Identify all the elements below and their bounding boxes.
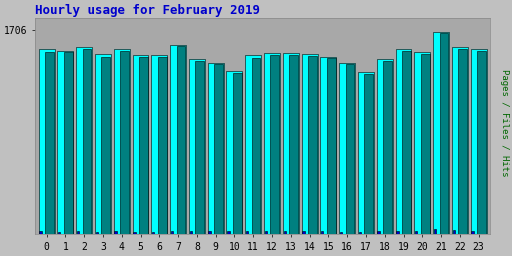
Bar [302, 231, 305, 234]
Bar [233, 73, 242, 234]
Text: Pages / Files / Hits: Pages / Files / Hits [500, 69, 509, 177]
Bar [395, 49, 412, 234]
Bar [453, 230, 455, 234]
Bar [252, 58, 261, 234]
Bar [177, 47, 185, 234]
Bar [57, 51, 73, 234]
Bar [308, 56, 317, 234]
Bar [82, 49, 92, 234]
Bar [64, 52, 73, 234]
Bar [196, 61, 204, 234]
Bar [45, 52, 54, 234]
Bar [359, 232, 361, 234]
Bar [152, 56, 167, 234]
Bar [120, 51, 129, 234]
Bar [377, 231, 380, 234]
Bar [114, 49, 130, 234]
Bar [434, 229, 436, 234]
Bar [246, 231, 248, 234]
Text: Hourly usage for February 2019: Hourly usage for February 2019 [35, 4, 260, 17]
Bar [477, 51, 486, 234]
Bar [189, 231, 192, 234]
Bar [189, 59, 205, 234]
Bar [472, 231, 474, 234]
Bar [433, 31, 449, 234]
Bar [265, 231, 267, 234]
Bar [289, 55, 298, 234]
Bar [415, 231, 417, 234]
Bar [264, 53, 280, 234]
Bar [115, 231, 117, 234]
Bar [152, 232, 155, 234]
Bar [284, 231, 286, 234]
Bar [365, 74, 373, 234]
Bar [58, 232, 60, 234]
Bar [245, 56, 261, 234]
Bar [158, 57, 166, 234]
Bar [96, 232, 98, 234]
Bar [340, 232, 343, 234]
Bar [76, 47, 92, 234]
Bar [458, 49, 467, 234]
Bar [226, 71, 242, 234]
Bar [302, 54, 317, 234]
Bar [396, 231, 399, 234]
Bar [346, 65, 354, 234]
Bar [170, 45, 186, 234]
Bar [283, 53, 299, 234]
Bar [95, 54, 111, 234]
Bar [321, 231, 324, 234]
Bar [227, 231, 229, 234]
Bar [214, 65, 223, 234]
Bar [133, 232, 136, 234]
Bar [327, 58, 336, 234]
Bar [383, 61, 392, 234]
Bar [270, 55, 279, 234]
Bar [471, 49, 486, 234]
Bar [440, 33, 449, 234]
Bar [452, 47, 468, 234]
Bar [358, 72, 374, 234]
Bar [101, 57, 110, 234]
Bar [77, 231, 79, 234]
Bar [402, 51, 411, 234]
Bar [39, 231, 41, 234]
Bar [139, 57, 148, 234]
Bar [414, 52, 430, 234]
Bar [171, 231, 173, 234]
Bar [208, 231, 211, 234]
Bar [208, 63, 224, 234]
Bar [38, 49, 55, 234]
Bar [133, 55, 148, 234]
Bar [377, 59, 393, 234]
Bar [339, 63, 355, 234]
Bar [421, 54, 430, 234]
Bar [321, 57, 336, 234]
